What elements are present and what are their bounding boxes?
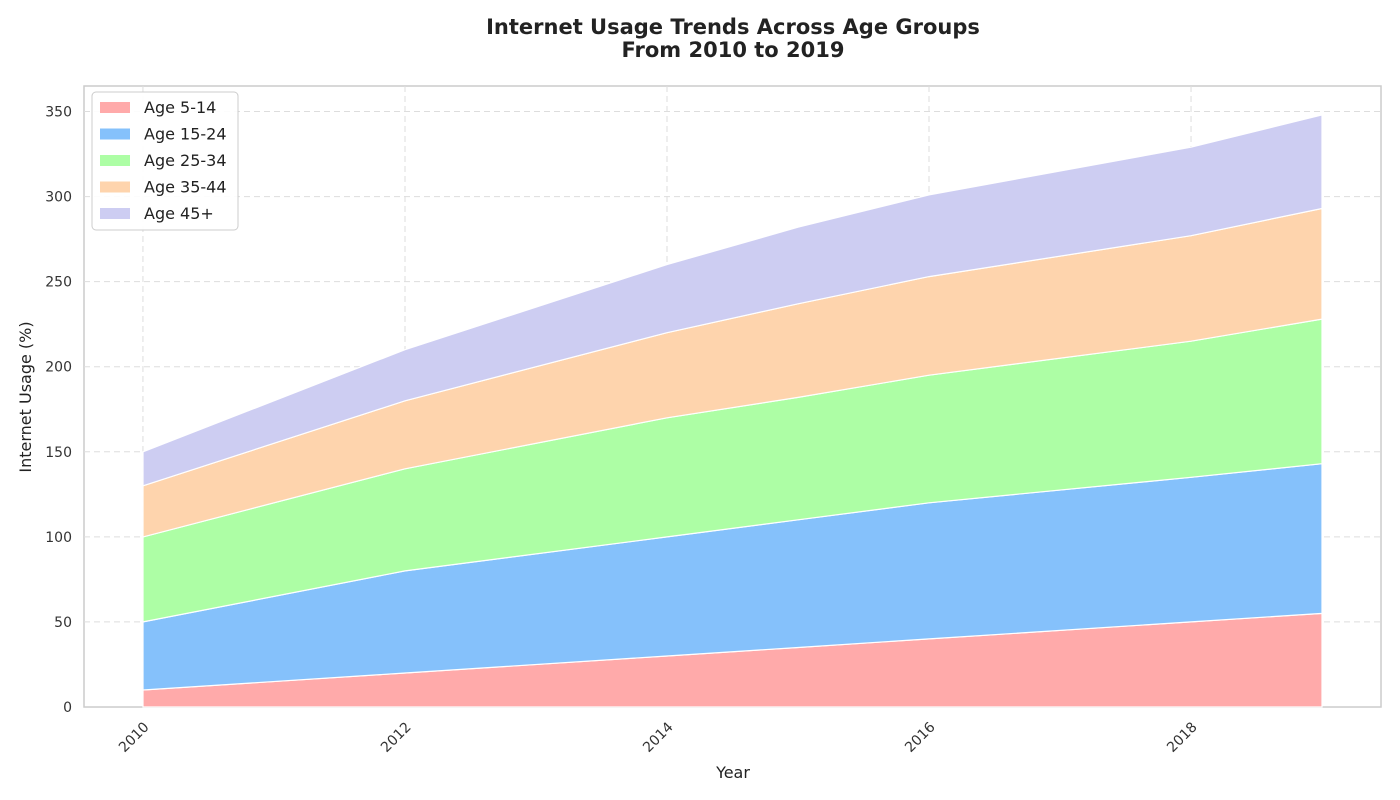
x-tick-label: 2012 bbox=[378, 719, 415, 756]
legend-label: Age 35-44 bbox=[144, 178, 227, 197]
legend: Age 5-14 Age 15-24 Age 25-34 Age 35-44 Age 4… bbox=[91, 91, 239, 231]
legend-swatch bbox=[100, 128, 130, 140]
x-tick-label: 2010 bbox=[116, 719, 153, 756]
chart-subtitle: From 2010 to 2019 bbox=[622, 38, 845, 62]
legend-label: Age 45+ bbox=[144, 204, 214, 223]
y-tick-label: 100 bbox=[45, 530, 72, 546]
legend-label: Age 15-24 bbox=[144, 125, 227, 144]
y-tick-label: 200 bbox=[45, 360, 72, 376]
x-tick-label: 2014 bbox=[640, 719, 677, 756]
legend-label: Age 5-14 bbox=[144, 98, 216, 117]
y-tick-label: 50 bbox=[54, 615, 72, 631]
chart-title: Internet Usage Trends Across Age Groups bbox=[486, 15, 980, 39]
y-axis-label: Internet Usage (%) bbox=[16, 321, 35, 472]
areas bbox=[142, 114, 1323, 708]
y-tick-label: 150 bbox=[45, 445, 72, 461]
legend-swatch bbox=[100, 155, 130, 166]
legend-swatch bbox=[100, 181, 130, 193]
y-tick-label: 300 bbox=[45, 190, 72, 206]
x-axis-label: Year bbox=[715, 763, 750, 782]
legend-label: Age 25-34 bbox=[144, 151, 227, 170]
y-tick-label: 0 bbox=[63, 700, 72, 716]
x-tick-label: 2018 bbox=[1164, 719, 1201, 756]
x-ticks: 2010 2012 2014 2016 2018 bbox=[116, 719, 1201, 756]
y-tick-label: 350 bbox=[45, 105, 72, 121]
y-tick-label: 250 bbox=[45, 275, 72, 291]
x-tick-label: 2016 bbox=[902, 719, 939, 756]
area-series-5 bbox=[142, 114, 1323, 487]
y-ticks: 0 50 100 150 200 250 300 350 bbox=[45, 105, 72, 716]
legend-swatch bbox=[100, 208, 130, 219]
legend-box bbox=[91, 91, 239, 231]
legend-swatch bbox=[100, 102, 130, 113]
